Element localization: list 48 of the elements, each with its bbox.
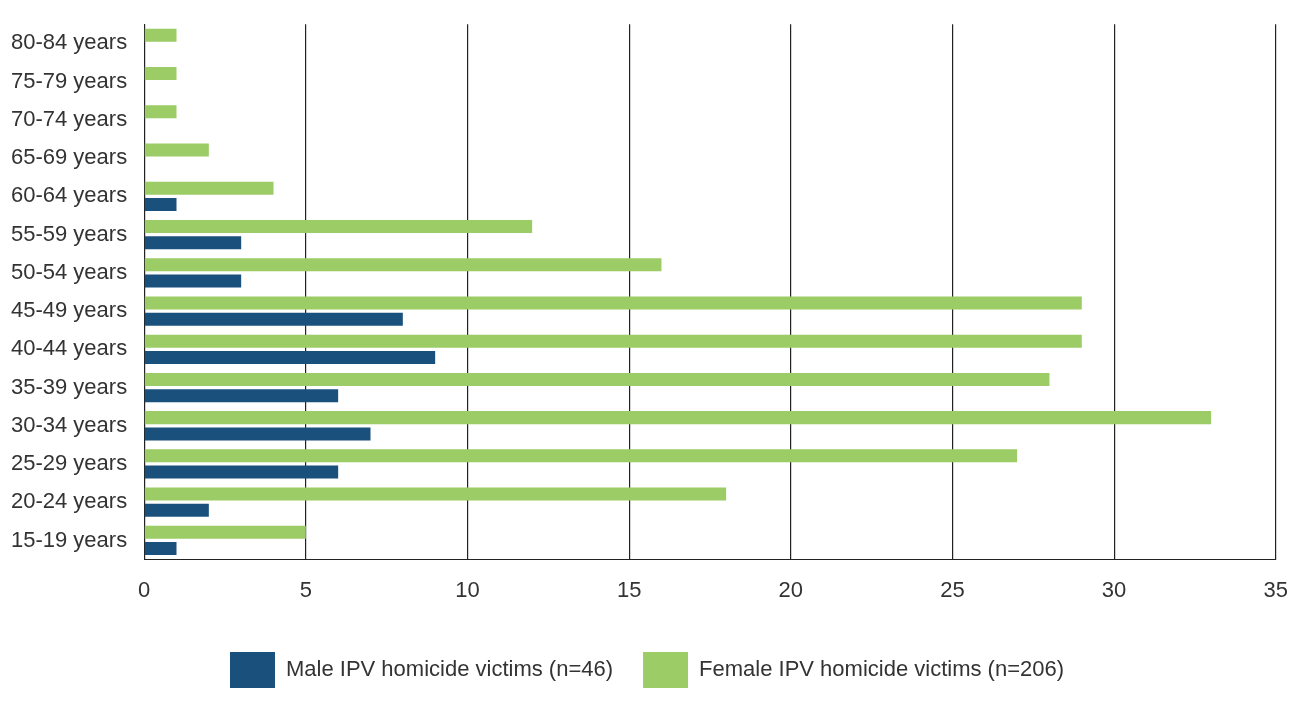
bar	[144, 542, 177, 556]
bar	[144, 503, 209, 517]
y-tick-label: 55-59 years	[10, 220, 128, 246]
bar	[144, 427, 371, 441]
bar	[144, 334, 1082, 348]
y-tick-label: 25-29 years	[10, 450, 128, 476]
bar	[144, 258, 662, 272]
y-tick-label: 35-39 years	[10, 373, 128, 399]
bar	[144, 525, 306, 539]
bar	[144, 66, 177, 80]
y-tick-label: 65-69 years	[10, 144, 128, 170]
y-tick-label: 40-44 years	[10, 335, 128, 361]
y-tick-label: 15-19 years	[10, 526, 128, 552]
bar	[144, 411, 1212, 425]
bar	[144, 143, 209, 157]
x-tick-label: 30	[1101, 576, 1127, 602]
bar	[144, 449, 1018, 463]
x-tick-label: 25	[940, 576, 965, 602]
y-tick-label: 70-74 years	[10, 105, 128, 131]
bar	[144, 28, 177, 42]
y-tick-label: 75-79 years	[10, 67, 128, 93]
x-tick-label: 35	[1263, 576, 1289, 602]
y-tick-label: 30-34 years	[10, 411, 128, 437]
bar	[144, 389, 339, 403]
bar	[144, 197, 177, 211]
y-tick-label: 80-84 years	[10, 29, 128, 55]
bar	[144, 487, 727, 501]
bar	[144, 105, 177, 119]
legend-label: Female IPV homicide victims (n=206)	[699, 656, 1065, 682]
y-tick-label: 60-64 years	[10, 182, 128, 208]
bar	[144, 372, 1050, 386]
bar	[144, 181, 274, 195]
x-tick-label: 15	[616, 576, 642, 602]
bar	[144, 465, 339, 479]
legend-label: Male IPV homicide victims (n=46)	[285, 656, 614, 682]
bar	[144, 219, 533, 233]
bar	[144, 236, 242, 250]
x-tick-label: 10	[455, 576, 480, 602]
x-tick-label: 20	[778, 576, 804, 602]
x-tick-label: 5	[299, 576, 312, 602]
x-tick-label: 0	[138, 576, 151, 602]
bar	[144, 296, 1082, 310]
y-tick-label: 20-24 years	[10, 488, 128, 514]
y-tick-label: 45-49 years	[10, 297, 128, 323]
bar	[144, 350, 436, 364]
bar	[144, 312, 403, 326]
bar	[144, 274, 242, 288]
y-tick-label: 50-54 years	[10, 258, 128, 284]
